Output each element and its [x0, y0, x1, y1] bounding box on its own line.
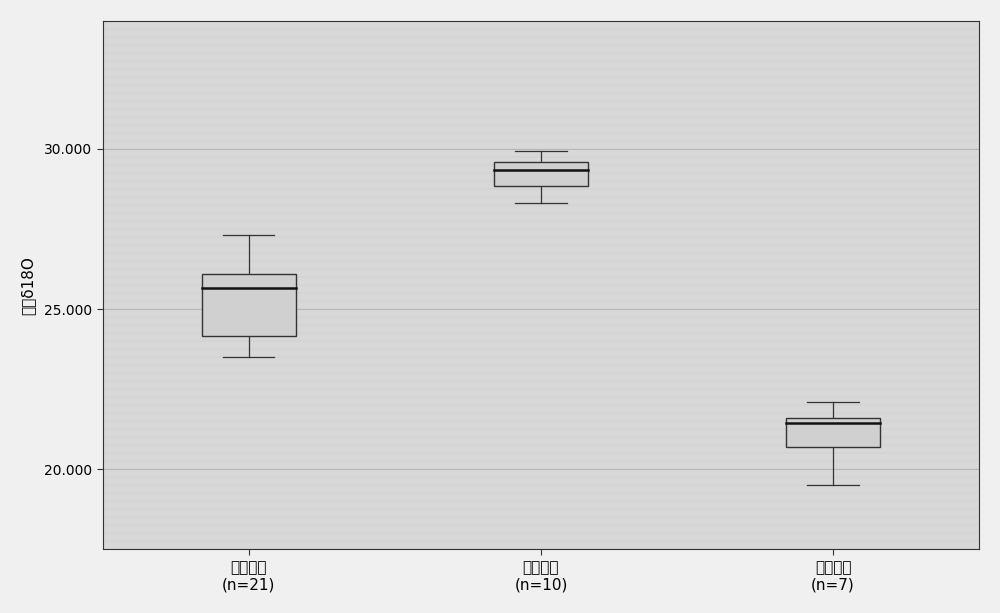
Y-axis label: 乙醇δ18O: 乙醇δ18O: [21, 256, 36, 314]
FancyBboxPatch shape: [786, 418, 880, 447]
FancyBboxPatch shape: [202, 274, 296, 337]
FancyBboxPatch shape: [494, 162, 588, 186]
